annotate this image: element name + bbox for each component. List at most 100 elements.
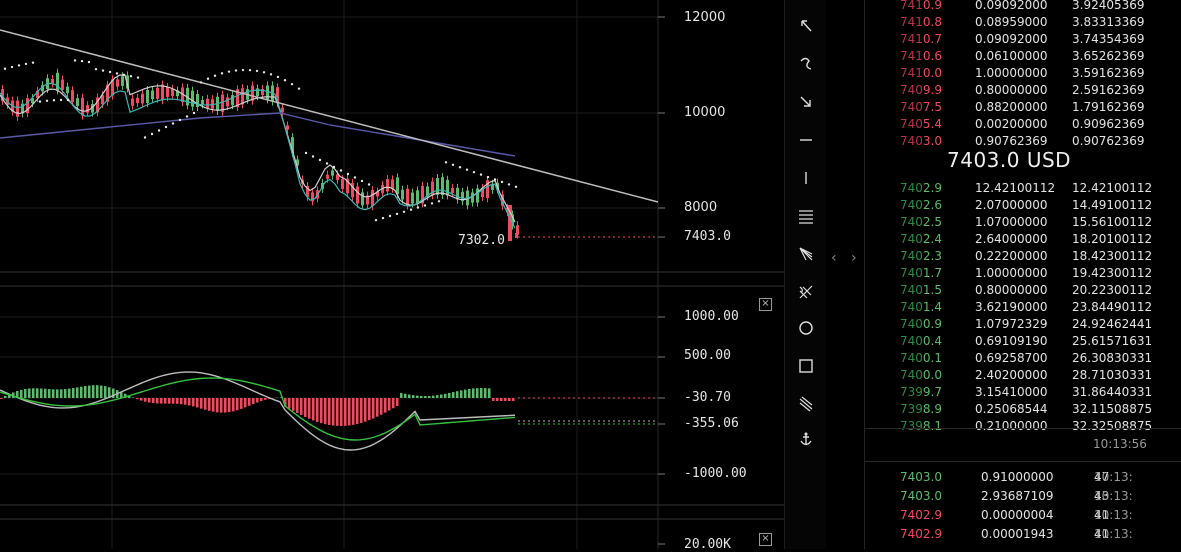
histogram-bar [264, 398, 267, 400]
candle-body [386, 179, 389, 191]
sar-dot [53, 99, 55, 101]
candle-body [191, 91, 194, 107]
candle-body [156, 88, 159, 99]
sar-dot [410, 209, 412, 211]
sar-dot [172, 122, 174, 124]
candle-body [361, 192, 364, 205]
price-axis-label: 12000 [684, 10, 725, 25]
histogram-bar [452, 392, 455, 398]
parallel-lines-icon[interactable] [795, 393, 817, 415]
histogram-bar [372, 398, 375, 419]
price-prefix: 741 [900, 66, 923, 80]
vertical-line-icon[interactable] [795, 167, 817, 189]
arrow-down-right-icon[interactable] [795, 91, 817, 113]
sar-dot [319, 159, 321, 161]
sar-dot [445, 161, 447, 163]
fibonacci-icon[interactable] [795, 205, 817, 227]
anchor-icon[interactable] [795, 429, 817, 451]
sar-dot [11, 66, 13, 68]
trade-amount: 2.93687109 [981, 488, 1054, 505]
horizontal-line-icon[interactable] [795, 129, 817, 151]
total: 24.92462441 [1072, 316, 1152, 333]
sar-dot [305, 152, 307, 154]
curve-icon[interactable] [795, 53, 817, 75]
candle-body [251, 86, 254, 101]
price-suffix: 0.7 [923, 32, 942, 46]
circle-icon[interactable] [795, 317, 817, 339]
close-volume-pane-icon[interactable]: × [759, 533, 772, 546]
total: 28.71030331 [1072, 367, 1152, 384]
histogram-bar [492, 398, 495, 401]
sar-dot [123, 74, 125, 76]
amount: 0.69109190 [975, 333, 1048, 350]
histogram-bar [224, 398, 227, 413]
candle-body [401, 190, 404, 200]
price-suffix: 1.5 [923, 283, 942, 297]
sar-dot [95, 68, 97, 70]
amount: 0.80000000 [975, 82, 1048, 99]
price-axis-label: 8000 [684, 200, 717, 215]
rectangle-icon[interactable] [795, 355, 817, 377]
price-suffix: 2.9 [923, 181, 942, 195]
pitchfork-icon[interactable] [795, 281, 817, 303]
sar-dot [396, 213, 398, 215]
cursor-arrow-icon[interactable] [795, 15, 817, 37]
fan-icon[interactable] [795, 243, 817, 265]
histogram-bar [104, 386, 107, 398]
histogram-bar [140, 398, 143, 401]
panel-splitter: ‹ › [826, 0, 865, 549]
price-suffix: 2.6 [923, 198, 942, 212]
histogram-bar [196, 398, 199, 407]
amount: 1.00000000 [975, 65, 1048, 82]
sar-dot [25, 63, 27, 65]
sar-dot [480, 173, 482, 175]
collapse-left-icon[interactable]: ‹ [831, 250, 837, 266]
collapse-right-icon[interactable]: › [851, 250, 857, 266]
sar-dot [235, 69, 237, 71]
sar-dot [375, 219, 377, 221]
sar-dot [347, 173, 349, 175]
histogram-bar [484, 388, 487, 398]
candle-body [356, 187, 359, 204]
price-prefix: 741 [900, 15, 923, 29]
price-chart[interactable] [0, 0, 784, 549]
histogram-bar [172, 398, 175, 404]
total: 26.30830331 [1072, 350, 1152, 367]
histogram-bar [336, 398, 339, 426]
osc-axis-label: 1000.00 [684, 309, 739, 324]
candle-body [256, 88, 259, 96]
candle-body [61, 80, 64, 90]
sar-dot [102, 69, 104, 71]
sar-dot [109, 71, 111, 73]
histogram-bar [344, 398, 347, 426]
close-oscillator-pane-icon[interactable]: × [759, 298, 772, 311]
histogram-bar [24, 389, 27, 398]
histogram-bar [304, 398, 307, 417]
histogram-bar [192, 398, 195, 406]
sar-dot [116, 72, 118, 74]
